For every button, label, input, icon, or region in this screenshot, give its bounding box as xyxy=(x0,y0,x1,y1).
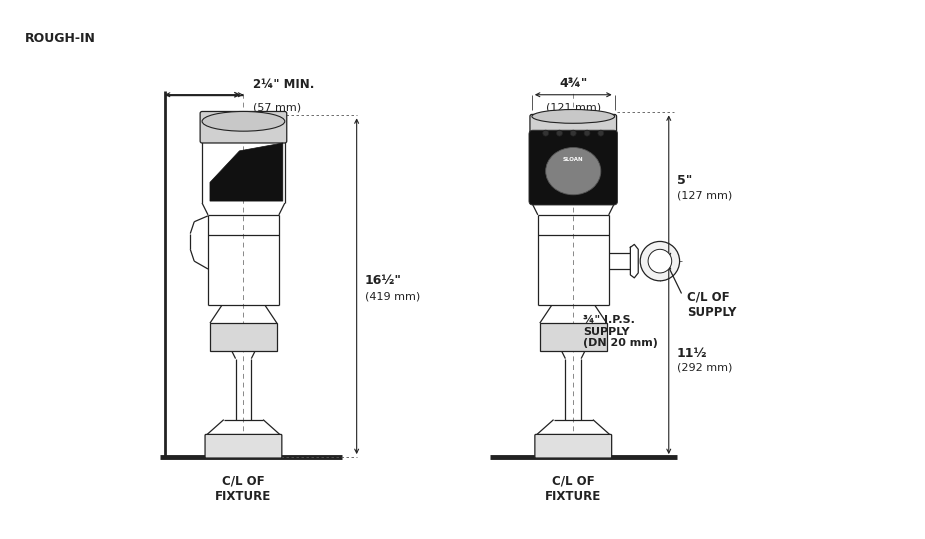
Text: C/L OF
FIXTURE: C/L OF FIXTURE xyxy=(216,475,272,503)
Text: 2¼" MIN.: 2¼" MIN. xyxy=(253,78,314,91)
Circle shape xyxy=(557,130,562,136)
Text: 5": 5" xyxy=(676,175,692,188)
Text: (292 mm): (292 mm) xyxy=(676,363,732,373)
Text: (57 mm): (57 mm) xyxy=(253,102,302,113)
Circle shape xyxy=(543,130,549,136)
Bar xyxy=(540,323,607,351)
Circle shape xyxy=(640,241,680,281)
FancyBboxPatch shape xyxy=(529,130,618,205)
FancyBboxPatch shape xyxy=(530,114,617,134)
FancyBboxPatch shape xyxy=(205,434,282,458)
Bar xyxy=(210,323,277,351)
Circle shape xyxy=(598,130,604,136)
Ellipse shape xyxy=(546,148,601,195)
Text: (121 mm): (121 mm) xyxy=(546,102,601,113)
Text: C/L OF
FIXTURE: C/L OF FIXTURE xyxy=(545,475,601,503)
FancyBboxPatch shape xyxy=(200,112,287,143)
Polygon shape xyxy=(210,143,283,201)
Text: 4¾": 4¾" xyxy=(559,77,587,90)
Text: 11½: 11½ xyxy=(676,347,707,360)
Text: ROUGH-IN: ROUGH-IN xyxy=(25,32,96,45)
Ellipse shape xyxy=(202,112,285,131)
Text: ¾" I.P.S.
SUPPLY
(DN 20 mm): ¾" I.P.S. SUPPLY (DN 20 mm) xyxy=(583,315,658,349)
Circle shape xyxy=(648,250,672,273)
FancyBboxPatch shape xyxy=(535,434,611,458)
Circle shape xyxy=(584,130,590,136)
Ellipse shape xyxy=(532,109,614,123)
Circle shape xyxy=(571,130,576,136)
Text: SLOAN: SLOAN xyxy=(563,157,584,162)
Text: 16½": 16½" xyxy=(364,274,401,287)
Text: (127 mm): (127 mm) xyxy=(676,191,732,201)
Text: C/L OF
SUPPLY: C/L OF SUPPLY xyxy=(687,291,737,319)
Text: (419 mm): (419 mm) xyxy=(364,291,420,301)
